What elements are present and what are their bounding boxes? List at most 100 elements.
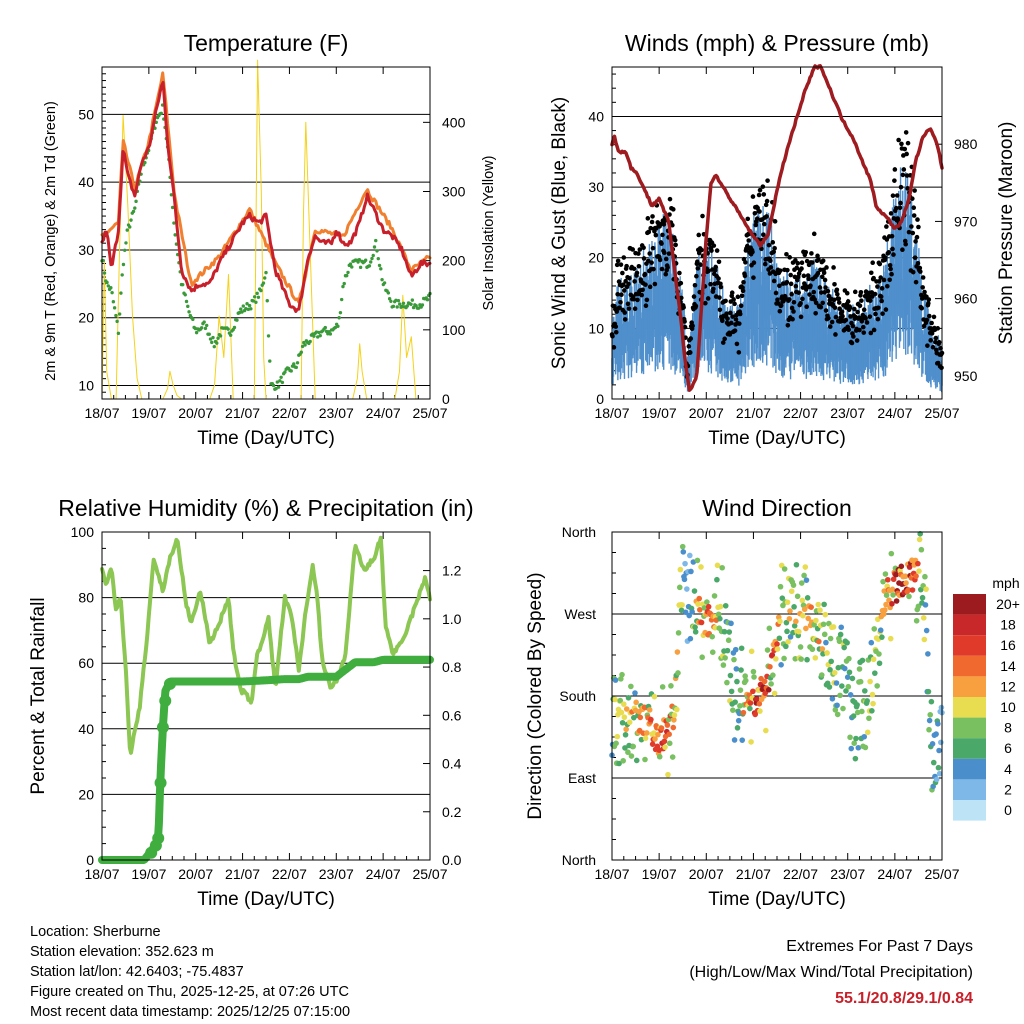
direction-point: [889, 586, 896, 593]
dewpoint-point: [316, 335, 320, 339]
direction-point: [936, 747, 942, 754]
gust-point: [761, 232, 766, 237]
gust-point: [720, 340, 726, 345]
y-tick-label: 100: [71, 524, 95, 540]
direction-point: [846, 669, 853, 676]
direction-point: [866, 715, 872, 722]
colorbar-tick-label: 20+: [996, 596, 1020, 612]
gust-point: [613, 329, 619, 335]
dewpoint-point: [247, 303, 252, 308]
gust-point: [878, 294, 884, 299]
direction-point: [666, 731, 672, 738]
direction-point: [717, 603, 724, 610]
dewpoint-point: [398, 302, 402, 306]
dewpoint-point: [420, 303, 425, 307]
dewpoint-point: [411, 305, 416, 310]
direction-point: [804, 656, 810, 663]
dewpoint-point: [414, 303, 418, 308]
gust-point: [894, 193, 900, 198]
dewpoint-point: [338, 310, 343, 315]
gust-point: [737, 311, 743, 317]
y2-tick-label: 1.0: [442, 611, 462, 627]
direction-point: [813, 617, 819, 624]
solar-line: [101, 59, 431, 400]
direction-point: [915, 560, 921, 567]
x-tick-label: 23/07: [319, 405, 354, 421]
direction-point: [808, 604, 814, 610]
dewpoint-point: [268, 359, 272, 363]
gust-point: [650, 245, 656, 251]
direction-point: [656, 753, 663, 760]
direction-point: [824, 650, 830, 656]
gust-point: [775, 297, 780, 303]
direction-point: [868, 639, 875, 646]
y2-tick-label: 400: [442, 114, 466, 130]
y-tick-label: East: [568, 770, 596, 786]
gust-point: [653, 232, 659, 238]
direction-point: [676, 584, 683, 591]
direction-point: [804, 595, 811, 601]
direction-point: [913, 573, 919, 579]
colorbar-swatch: [953, 676, 986, 697]
gust-point: [682, 319, 687, 324]
dewpoint-point: [274, 386, 278, 391]
dewpoint-point: [193, 326, 198, 331]
direction-point: [671, 712, 678, 718]
y-tick-label: 20: [78, 786, 94, 802]
info-elevation: Station elevation: 352.623 m: [30, 944, 214, 960]
dewpoint-point: [289, 369, 293, 373]
direction-point: [626, 719, 633, 726]
dewpoint-point: [203, 326, 208, 331]
dewpoint-point: [120, 273, 124, 277]
direction-point: [726, 629, 733, 635]
direction-point: [742, 673, 748, 679]
x-tick-label: 25/07: [412, 866, 447, 882]
dewpoint-point: [283, 370, 287, 374]
gust-point: [663, 256, 669, 262]
dewpoint-point: [367, 264, 372, 268]
direction-point: [854, 702, 860, 708]
gust-point: [626, 306, 632, 311]
direction-point: [918, 546, 925, 553]
dewpoint-point: [133, 206, 137, 210]
precip-point: [163, 677, 176, 690]
gust-point: [873, 311, 878, 317]
direction-point: [927, 711, 934, 718]
gust-point: [928, 338, 933, 343]
gust-point: [806, 276, 811, 282]
direction-point: [619, 719, 626, 726]
gust-point: [751, 275, 756, 280]
gust-point: [904, 173, 910, 178]
dewpoint-point: [215, 341, 219, 345]
direction-point: [668, 683, 674, 689]
gust-point: [752, 210, 758, 216]
direction-point: [852, 755, 859, 762]
gust-point: [920, 275, 926, 280]
dewpoint-point: [129, 218, 133, 222]
direction-point: [731, 656, 737, 663]
direction-point: [870, 656, 877, 663]
direction-point: [823, 639, 829, 646]
x-axis-label: Time (Day/UTC): [197, 889, 335, 910]
direction-point: [850, 713, 857, 719]
gust-point: [809, 251, 814, 256]
dewpoint-point: [186, 304, 190, 309]
x-tick-label: 25/07: [924, 866, 959, 882]
gust-point: [631, 296, 636, 302]
y2-tick-label: 960: [954, 291, 978, 307]
gust-point: [773, 290, 779, 296]
gust-point: [695, 266, 701, 271]
direction-point: [837, 631, 844, 638]
direction-point: [833, 680, 840, 686]
gust-point: [666, 251, 672, 256]
gust-point: [618, 262, 624, 267]
dewpoint-point: [371, 253, 375, 258]
dewpoint-point: [279, 375, 283, 380]
x-tick-label: 22/07: [272, 405, 307, 421]
gust-point: [904, 151, 909, 157]
dewpoint-point: [251, 299, 256, 303]
direction-point: [859, 657, 866, 664]
dewpoint-point: [363, 258, 368, 262]
x-tick-label: 24/07: [877, 866, 912, 882]
dewpoint-point: [228, 333, 233, 337]
